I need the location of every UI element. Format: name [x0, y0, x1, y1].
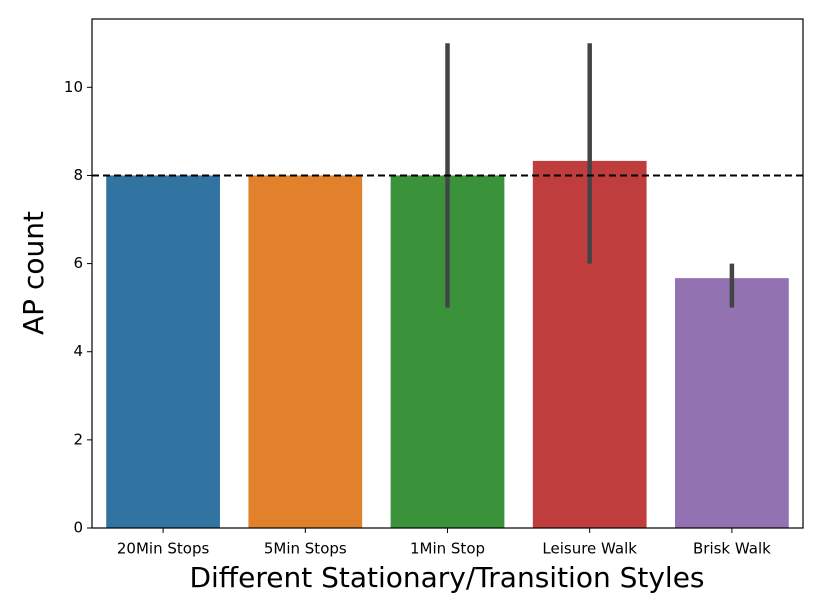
- y-tick-label: 6: [73, 254, 83, 272]
- x-axis-title: Different Stationary/Transition Styles: [189, 561, 704, 594]
- x-tick-label: 1Min Stop: [410, 540, 485, 558]
- y-tick-label: 0: [73, 519, 83, 537]
- x-tick-label: Brisk Walk: [693, 540, 771, 558]
- y-tick-label: 4: [73, 342, 83, 360]
- plot-frame: [91, 18, 804, 529]
- y-tick-label: 2: [73, 430, 83, 448]
- x-tick-label: 5Min Stops: [264, 540, 347, 558]
- y-axis-title: AP count: [17, 211, 50, 335]
- y-tick-label: 8: [73, 166, 83, 184]
- bar: [106, 175, 220, 528]
- x-tick-label: 20Min Stops: [117, 540, 210, 558]
- bar: [675, 278, 789, 528]
- y-tick-label: 10: [64, 78, 83, 96]
- x-tick-label: Leisure Walk: [542, 540, 637, 558]
- bar: [248, 175, 363, 528]
